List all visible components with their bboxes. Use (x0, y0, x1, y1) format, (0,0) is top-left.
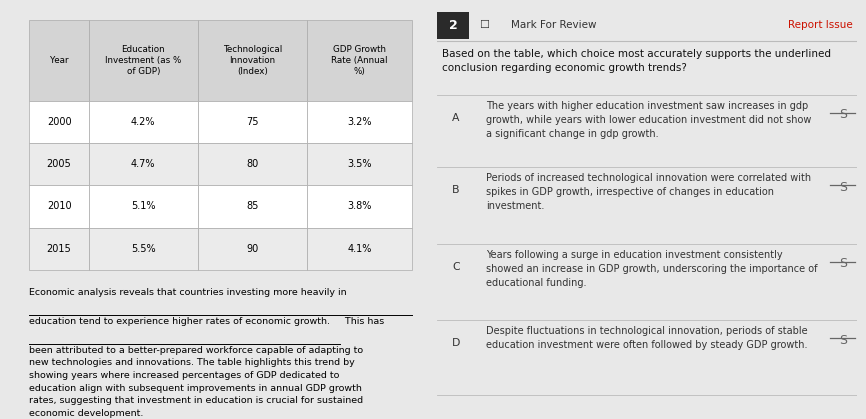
FancyBboxPatch shape (437, 13, 469, 39)
Text: S: S (838, 109, 847, 122)
FancyBboxPatch shape (307, 21, 412, 101)
Text: This has: This has (342, 317, 385, 326)
Text: 90: 90 (246, 244, 258, 254)
Text: GDP Growth
Rate (Annual
%): GDP Growth Rate (Annual %) (331, 45, 388, 76)
Text: Year: Year (49, 56, 68, 65)
Text: 2005: 2005 (47, 159, 72, 169)
Text: 75: 75 (246, 117, 259, 127)
FancyBboxPatch shape (29, 228, 88, 270)
Text: 2000: 2000 (47, 117, 71, 127)
Text: 5.5%: 5.5% (131, 244, 156, 254)
FancyBboxPatch shape (307, 185, 412, 228)
FancyBboxPatch shape (88, 101, 197, 143)
Text: 2015: 2015 (47, 244, 72, 254)
FancyBboxPatch shape (29, 101, 88, 143)
Text: 5.1%: 5.1% (131, 202, 156, 212)
Text: 4.7%: 4.7% (131, 159, 156, 169)
Text: been attributed to a better-prepared workforce capable of adapting to
new techno: been attributed to a better-prepared wor… (29, 346, 364, 418)
Text: ☐: ☐ (480, 20, 489, 30)
Text: 3.2%: 3.2% (347, 117, 372, 127)
Text: A: A (452, 113, 460, 123)
Text: education tend to experience higher rates of economic growth.: education tend to experience higher rate… (29, 317, 331, 326)
Text: The years with higher education investment saw increases in gdp
growth, while ye: The years with higher education investme… (486, 101, 811, 139)
Text: 3.8%: 3.8% (347, 202, 372, 212)
FancyBboxPatch shape (307, 101, 412, 143)
Text: S: S (838, 334, 847, 347)
Text: 2010: 2010 (47, 202, 71, 212)
Text: 4.1%: 4.1% (347, 244, 372, 254)
Text: S: S (838, 257, 847, 270)
FancyBboxPatch shape (29, 21, 88, 101)
FancyBboxPatch shape (197, 228, 307, 270)
FancyBboxPatch shape (197, 185, 307, 228)
FancyBboxPatch shape (307, 143, 412, 185)
Text: 3.5%: 3.5% (347, 159, 372, 169)
Text: 80: 80 (246, 159, 258, 169)
FancyBboxPatch shape (197, 143, 307, 185)
Text: Education
Investment (as %
of GDP): Education Investment (as % of GDP) (105, 45, 182, 76)
Text: Economic analysis reveals that countries investing more heavily in: Economic analysis reveals that countries… (29, 288, 347, 297)
Text: Years following a surge in education investment consistently
showed an increase : Years following a surge in education inv… (486, 250, 818, 288)
Text: Periods of increased technological innovation were correlated with
spikes in GDP: Periods of increased technological innov… (486, 173, 811, 211)
Text: 85: 85 (246, 202, 258, 212)
Text: B: B (452, 185, 460, 195)
Text: Based on the table, which choice most accurately supports the underlined
conclus: Based on the table, which choice most ac… (442, 49, 830, 72)
Text: 4.2%: 4.2% (131, 117, 156, 127)
FancyBboxPatch shape (307, 228, 412, 270)
Text: D: D (452, 338, 461, 348)
FancyBboxPatch shape (29, 185, 88, 228)
Text: 2: 2 (449, 19, 457, 32)
FancyBboxPatch shape (197, 21, 307, 101)
FancyBboxPatch shape (88, 143, 197, 185)
Text: Technological
Innovation
(Index): Technological Innovation (Index) (223, 45, 282, 76)
Text: C: C (452, 262, 460, 272)
Text: Mark For Review: Mark For Review (511, 20, 597, 30)
FancyBboxPatch shape (88, 185, 197, 228)
FancyBboxPatch shape (197, 101, 307, 143)
Text: S: S (838, 181, 847, 194)
FancyBboxPatch shape (88, 21, 197, 101)
Text: Despite fluctuations in technological innovation, periods of stable
education in: Despite fluctuations in technological in… (486, 326, 807, 350)
FancyBboxPatch shape (29, 143, 88, 185)
FancyBboxPatch shape (88, 228, 197, 270)
Text: Report Issue: Report Issue (788, 20, 853, 30)
